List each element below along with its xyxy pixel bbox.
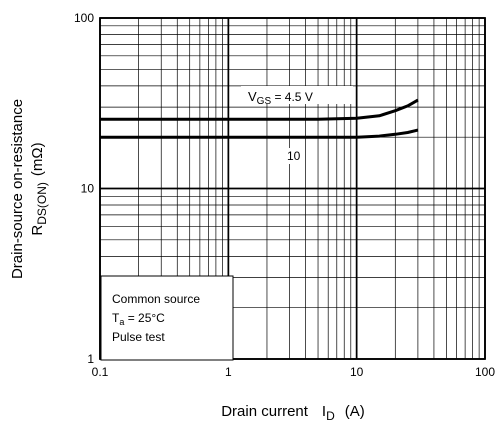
series-layer — [100, 98, 419, 139]
series-labels: VGS = 4.5 V 10 — [241, 86, 353, 164]
annotation-line-3: Pulse test — [112, 330, 165, 344]
plot-frame — [99, 17, 486, 360]
y-axis-label-line-2: RDS(ON)(mΩ) — [29, 142, 49, 235]
y-tick-label: 100 — [74, 11, 94, 25]
series-label-vgs-4-5: VGS = 4.5 V — [248, 89, 313, 107]
series-label-10: 10 — [287, 149, 301, 163]
y-axis-label-line-1: Drain-source on-resistance — [9, 99, 26, 279]
x-tick-label: 100 — [475, 365, 495, 379]
grid — [99, 17, 486, 360]
annotation-line-2: Ta = 25°C — [112, 311, 165, 327]
series-line-0 — [100, 98, 419, 121]
annotation-line-1: Common source — [112, 292, 200, 306]
y-tick-label: 10 — [81, 182, 95, 196]
y-tick-label: 1 — [87, 352, 94, 366]
y-axis-label: Drain-source on-resistance RDS(ON)(mΩ) — [9, 99, 49, 279]
series-line-1 — [100, 128, 419, 139]
x-tick-label: 0.1 — [92, 365, 109, 379]
x-axis-label: Drain current ID (A) — [221, 403, 365, 423]
x-tick-label: 10 — [350, 365, 364, 379]
annotation-box: Common source Ta = 25°C Pulse test — [100, 275, 234, 361]
x-tick-label: 1 — [225, 365, 232, 379]
